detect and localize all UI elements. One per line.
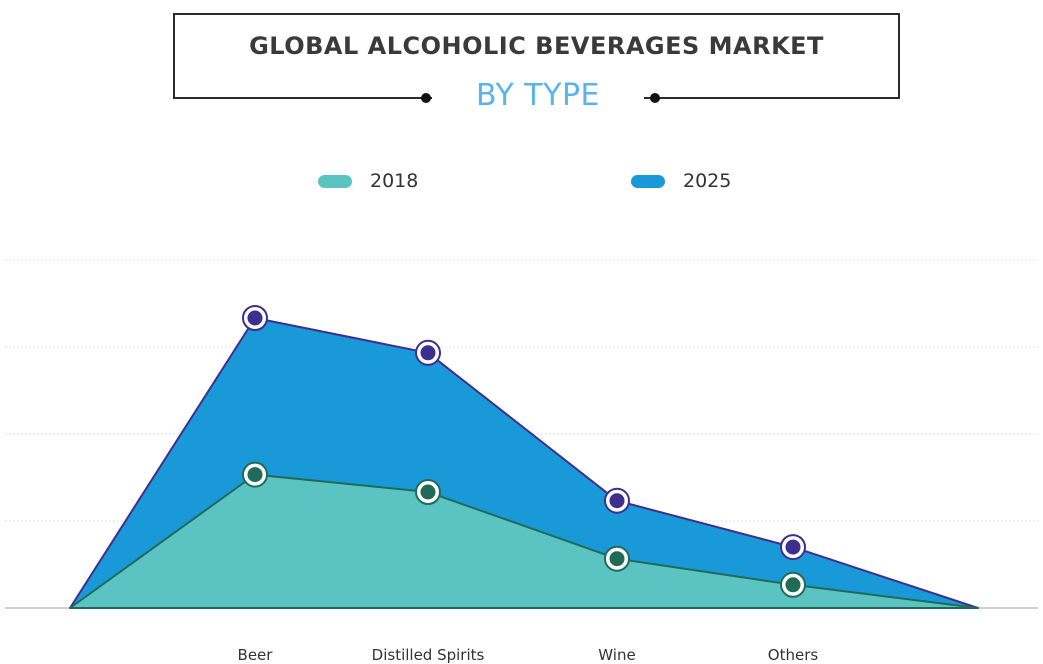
marker-point-2025 [609, 493, 625, 509]
title-dot-right [650, 93, 660, 103]
chart-title: GLOBAL ALCOHOLIC BEVERAGES MARKET [249, 32, 824, 60]
marker-point-2018 [247, 467, 263, 483]
title-dot-left [421, 93, 431, 103]
title-border-gap [432, 88, 644, 108]
legend-swatch-2018 [318, 174, 352, 188]
legend-label-2018: 2018 [370, 170, 419, 192]
marker-point-2025 [785, 539, 801, 555]
x-tick-label: Beer [238, 646, 274, 664]
x-tick-label: Others [768, 646, 819, 664]
legend-swatch-2025 [631, 174, 665, 188]
marker-point-2025 [420, 345, 436, 361]
x-tick-label: Wine [598, 646, 635, 664]
x-tick-label: Distilled Spirits [372, 646, 485, 664]
legend-label-2025: 2025 [683, 170, 732, 192]
marker-point-2018 [420, 484, 436, 500]
marker-point-2018 [609, 551, 625, 567]
legend-item-2018: 2018 [318, 168, 418, 194]
legend-item-2025: 2025 [631, 168, 731, 194]
marker-point-2025 [247, 310, 263, 326]
marker-point-2018 [785, 577, 801, 593]
chart-subtitle: BY TYPE [476, 78, 600, 113]
